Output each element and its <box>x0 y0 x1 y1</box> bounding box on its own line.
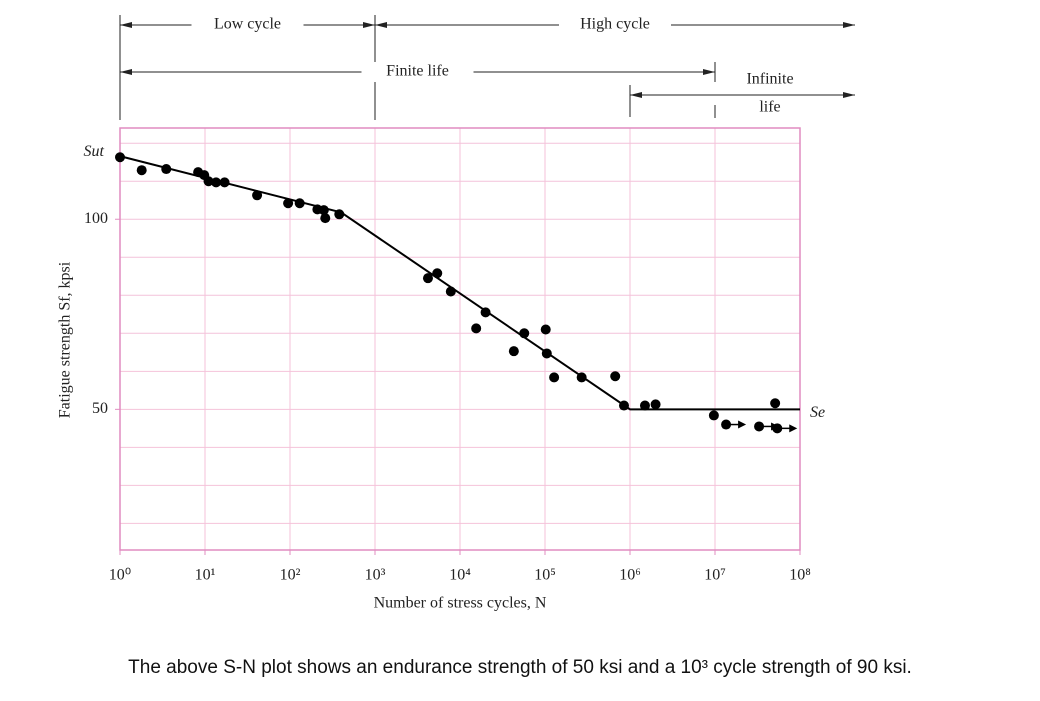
x-tick-label: 10⁵ <box>534 567 556 584</box>
range-label: Infinite <box>746 71 793 88</box>
data-point <box>540 324 551 335</box>
data-point <box>136 165 147 176</box>
x-tick-label: 10⁶ <box>619 567 641 584</box>
arrow-head <box>843 92 855 98</box>
data-point <box>252 190 263 201</box>
arrow-head <box>703 69 715 75</box>
data-point <box>471 323 482 334</box>
arrow-head <box>120 22 132 28</box>
runout-arrow-head <box>789 424 798 433</box>
data-point <box>318 205 329 216</box>
x-tick-label: 10⁴ <box>449 567 471 584</box>
label-bg <box>361 62 474 82</box>
x-tick-label: 10³ <box>365 567 386 584</box>
data-point <box>445 286 456 297</box>
data-point <box>432 268 443 279</box>
data-point <box>334 209 345 220</box>
data-point <box>211 177 222 188</box>
x-tick-label: 10⁰ <box>109 567 131 584</box>
x-tick-label: 10⁷ <box>704 567 726 584</box>
range-label: Finite life <box>386 63 449 80</box>
range-label: Low cycle <box>214 16 281 33</box>
caption: The above S-N plot shows an endurance st… <box>128 657 912 678</box>
data-point <box>219 177 230 188</box>
range-label: High cycle <box>580 16 650 33</box>
data-point <box>610 371 621 382</box>
data-point <box>549 372 560 383</box>
data-point <box>422 273 433 284</box>
annotation: Se <box>810 404 825 421</box>
arrow-head <box>363 22 375 28</box>
y-tick-label: 50 <box>92 400 108 417</box>
arrow-head <box>375 22 387 28</box>
data-point <box>519 328 530 339</box>
data-point <box>541 348 552 359</box>
x-axis-label: Number of stress cycles, N <box>374 595 547 612</box>
data-point <box>508 346 519 357</box>
x-tick-label: 10⁸ <box>789 567 811 584</box>
arrow-head <box>120 69 132 75</box>
data-point <box>283 198 294 209</box>
data-point <box>650 399 661 410</box>
data-point <box>770 398 781 409</box>
data-point <box>576 372 587 383</box>
data-point <box>708 410 719 421</box>
data-point <box>203 176 214 187</box>
runout-arrow-head <box>738 420 747 429</box>
data-point <box>294 198 305 209</box>
x-tick-label: 10¹ <box>195 567 216 584</box>
y-axis-label: Fatigue strength Sf, kpsi <box>57 261 74 418</box>
label-bg <box>191 15 304 35</box>
data-point <box>639 400 650 411</box>
data-point <box>619 400 630 411</box>
data-point <box>320 213 331 224</box>
label-bg <box>559 15 671 35</box>
data-point <box>161 164 172 175</box>
data-point <box>115 152 125 163</box>
arrow-head <box>630 92 642 98</box>
y-tick-label: 100 <box>84 210 108 227</box>
arrow-head <box>843 22 855 28</box>
x-tick-label: 10² <box>280 567 301 584</box>
annotation: Sut <box>84 143 105 160</box>
range-label: life <box>759 99 780 116</box>
data-point <box>480 307 491 318</box>
